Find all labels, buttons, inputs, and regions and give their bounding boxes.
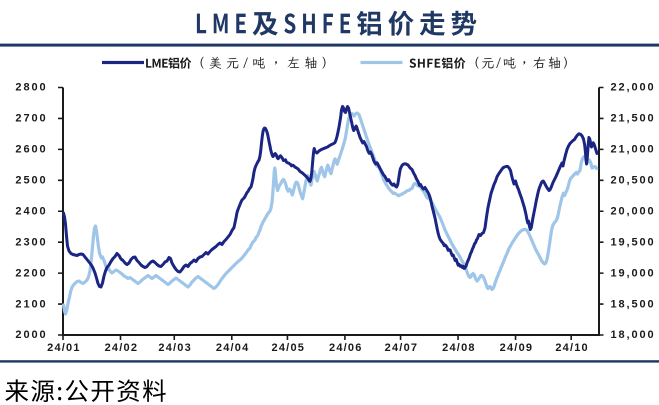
- svg-text:24/01: 24/01: [47, 342, 81, 354]
- svg-text:21,000: 21,000: [611, 144, 656, 156]
- svg-text:2100: 2100: [15, 298, 47, 310]
- svg-text:24/03: 24/03: [158, 342, 192, 354]
- svg-text:2300: 2300: [15, 236, 47, 248]
- svg-text:24/02: 24/02: [105, 342, 139, 354]
- svg-text:24/08: 24/08: [442, 342, 476, 354]
- svg-text:22,000: 22,000: [611, 82, 656, 94]
- svg-text:2400: 2400: [15, 205, 47, 217]
- svg-text:2200: 2200: [15, 267, 47, 279]
- svg-text:2500: 2500: [15, 175, 47, 187]
- svg-text:18,000: 18,000: [611, 329, 656, 341]
- svg-text:19,000: 19,000: [611, 267, 656, 279]
- svg-text:18,500: 18,500: [611, 298, 656, 310]
- svg-text:20,000: 20,000: [611, 205, 656, 217]
- svg-text:19,500: 19,500: [611, 236, 656, 248]
- svg-text:24/04: 24/04: [216, 342, 250, 354]
- svg-text:24/10: 24/10: [555, 342, 589, 354]
- svg-text:24/09: 24/09: [500, 342, 534, 354]
- svg-text:2800: 2800: [15, 82, 47, 94]
- svg-text:2700: 2700: [15, 113, 47, 125]
- svg-text:24/07: 24/07: [385, 342, 419, 354]
- svg-text:21,500: 21,500: [611, 113, 656, 125]
- svg-text:2600: 2600: [15, 144, 47, 156]
- svg-text:24/05: 24/05: [272, 342, 306, 354]
- svg-text:20,500: 20,500: [611, 175, 656, 187]
- svg-text:24/06: 24/06: [329, 342, 363, 354]
- svg-text:2000: 2000: [15, 329, 47, 341]
